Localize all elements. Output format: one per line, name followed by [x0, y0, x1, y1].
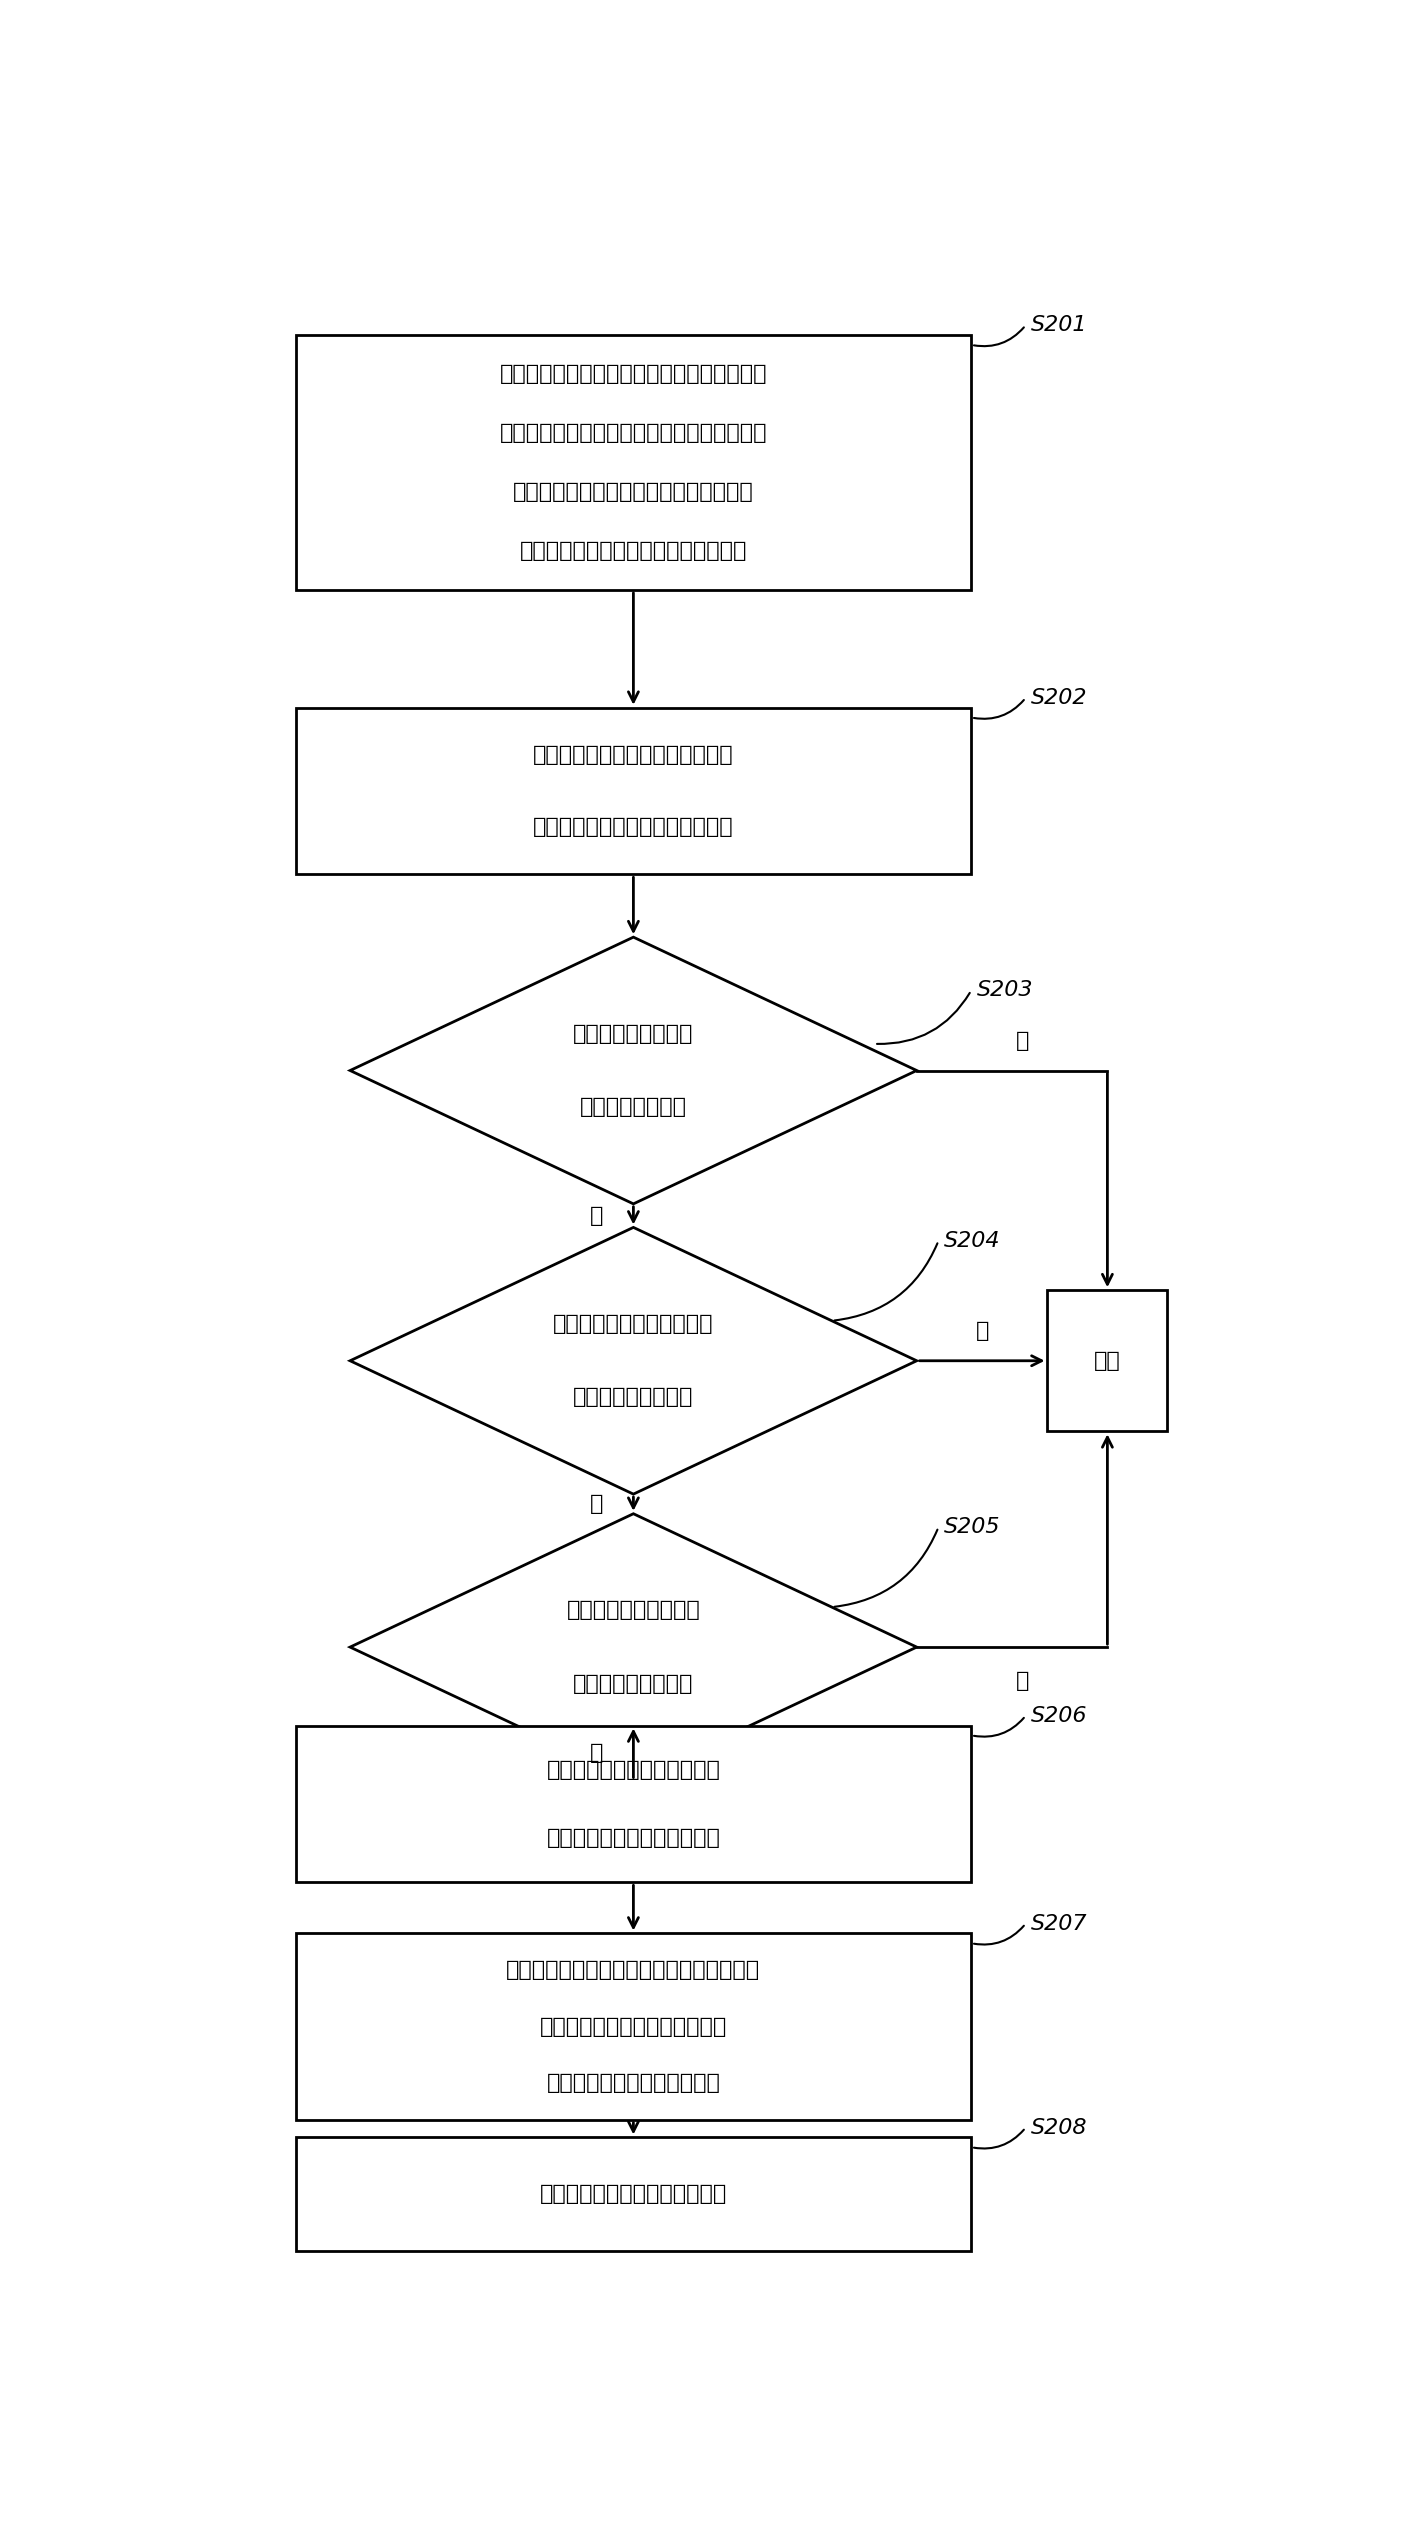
Text: S206: S206: [1031, 1706, 1088, 1727]
Text: 是: 是: [589, 1205, 603, 1225]
Bar: [295, 708, 972, 874]
Text: 否: 否: [1017, 1032, 1029, 1052]
Bar: [295, 1933, 972, 2119]
Text: 否: 否: [976, 1322, 988, 1342]
Text: 是: 是: [589, 1495, 603, 1513]
Text: 部分操作控制指令对应有唯一的预设运动轨迹: 部分操作控制指令对应有唯一的预设运动轨迹: [499, 364, 768, 385]
Text: 姿态信号获取移动终端的运动信息: 姿态信号获取移动终端的运动信息: [533, 744, 734, 764]
Polygon shape: [350, 1228, 917, 1495]
Text: 否: 否: [1017, 1671, 1029, 1691]
Text: 判断当前的旋转方向: 判断当前的旋转方向: [574, 1673, 693, 1694]
Text: 并获得预设运动轨迹所对应的操作控制指令: 并获得预设运动轨迹所对应的操作控制指令: [506, 1961, 761, 1979]
Text: 判断当前的旋转角度: 判断当前的旋转角度: [574, 1388, 693, 1408]
Polygon shape: [350, 1513, 917, 1780]
Text: 检测移动终端的姿态信号，并根据: 检测移动终端的姿态信号，并根据: [533, 818, 734, 838]
Bar: [295, 1724, 972, 1882]
Text: 和旋转方向获取当前移动轨迹: 和旋转方向获取当前移动轨迹: [547, 1760, 720, 1780]
Text: S203: S203: [977, 981, 1033, 1001]
Text: 控制应用程序执行操作控制指令: 控制应用程序执行操作控制指令: [540, 2185, 727, 2203]
Text: S208: S208: [1031, 2117, 1088, 2137]
Bar: [295, 336, 972, 591]
Text: 判断当前的旋转轴: 判断当前的旋转轴: [579, 1098, 688, 1118]
Text: 是否符合预设旋转方向: 是否符合预设旋转方向: [567, 1600, 700, 1620]
Bar: [1047, 1291, 1167, 1431]
Text: 集合，其中，每个操作控制指令集合中的至少: 集合，其中，每个操作控制指令集合中的至少: [499, 423, 768, 443]
Text: 移动轨迹匹配的预设运动轨迹，: 移动轨迹匹配的预设运动轨迹，: [540, 2017, 727, 2038]
Text: S201: S201: [1031, 316, 1088, 336]
Text: 根据当前的旋转轴、旋转角度: 根据当前的旋转轴、旋转角度: [547, 1829, 720, 1849]
Text: S207: S207: [1031, 1913, 1088, 1933]
Text: S205: S205: [943, 1518, 1001, 1536]
Text: 是否超过预设旋转角度阈值: 是否超过预设旋转角度阈值: [553, 1314, 714, 1335]
Text: 忽略: 忽略: [1094, 1350, 1121, 1370]
Text: 根据当前移动轨迹查找与当前: 根据当前移动轨迹查找与当前: [547, 2073, 720, 2094]
Text: 获取移动终端的当前运行的应用程序，: 获取移动终端的当前运行的应用程序，: [520, 543, 747, 560]
Text: 是否符合预设旋转轴: 是否符合预设旋转轴: [574, 1024, 693, 1044]
Text: S202: S202: [1031, 688, 1088, 708]
Text: 是: 是: [589, 1742, 603, 1763]
Bar: [295, 2137, 972, 2252]
Text: 并根据应用程序获取对应的操作控制指令: 并根据应用程序获取对应的操作控制指令: [513, 481, 754, 502]
Polygon shape: [350, 937, 917, 1205]
Text: S204: S204: [943, 1230, 1001, 1251]
